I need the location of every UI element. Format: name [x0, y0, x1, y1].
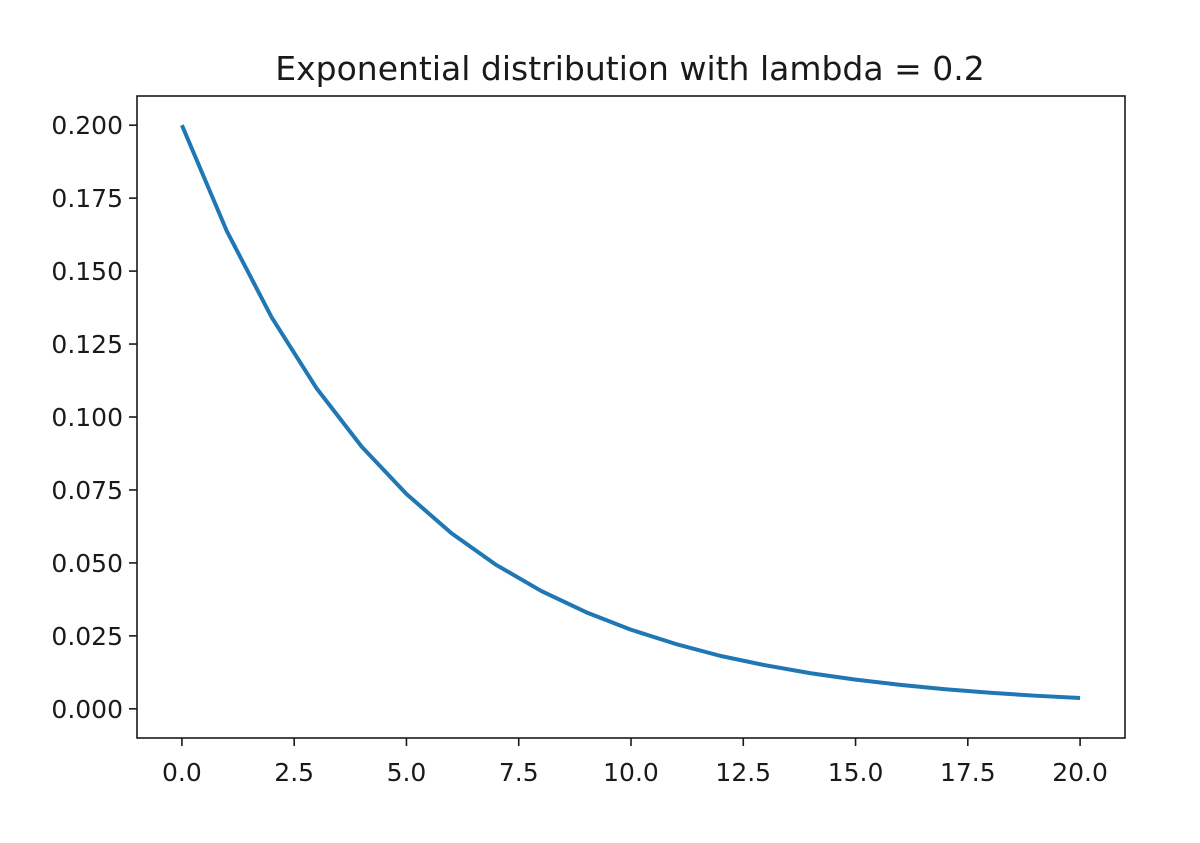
y-axis: 0.000 0.025 0.050 0.075 0.100 0.125 0.150 0.175… [51, 111, 137, 724]
y-tick-label: 0.050 [51, 549, 123, 578]
x-tick-label: 15.0 [828, 758, 884, 787]
y-tick-label: 0.125 [51, 330, 123, 359]
axes-frame [136, 95, 1126, 739]
chart-title: Exponential distribution with lambda = 0… [275, 49, 984, 88]
x-tick-label: 0.0 [162, 758, 202, 787]
x-tick-label: 12.5 [715, 758, 771, 787]
y-tick-label: 0.200 [51, 111, 123, 140]
y-tick-label: 0.075 [51, 476, 123, 505]
x-tick-label: 17.5 [940, 758, 996, 787]
y-tick-label: 0.100 [51, 403, 123, 432]
x-tick-label: 20.0 [1052, 758, 1108, 787]
plot-area [180, 124, 1081, 701]
x-axis: 0.0 2.5 5.0 7.5 10.0 12.5 15.0 17.5 20.0 [162, 738, 1108, 787]
y-tick-label: 0.150 [51, 257, 123, 286]
y-tick-label: 0.175 [51, 184, 123, 213]
x-tick-label: 7.5 [499, 758, 539, 787]
y-tick-label: 0.025 [51, 622, 123, 651]
x-tick-label: 10.0 [603, 758, 659, 787]
x-tick-label: 5.0 [387, 758, 427, 787]
y-tick-label: 0.000 [51, 695, 123, 724]
series-line-0 [180, 124, 1081, 701]
x-tick-label: 2.5 [274, 758, 314, 787]
